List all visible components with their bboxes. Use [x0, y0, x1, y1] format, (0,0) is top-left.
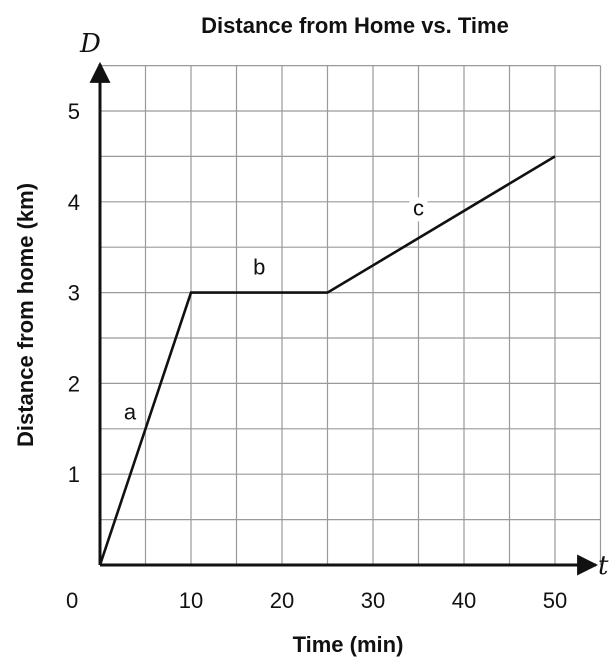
y-tick-label: 5	[68, 99, 80, 124]
origin-label: 0	[66, 588, 78, 613]
series	[98, 155, 556, 566]
y-tick-label: 3	[68, 281, 80, 306]
y-axis-variable: D	[79, 29, 101, 59]
segment-labels: a b c	[121, 195, 428, 426]
segment-label-a: a	[124, 400, 137, 425]
y-axis-label: Distance from home (km)	[13, 183, 38, 447]
segment-label-background	[121, 401, 140, 426]
series-line	[98, 155, 556, 566]
x-axis-label: Time (min)	[293, 632, 404, 657]
grid	[100, 64, 602, 565]
axes	[89, 61, 599, 576]
segment-label-background	[250, 256, 269, 281]
y-tick-label: 2	[68, 371, 80, 396]
x-tick-label: 10	[179, 588, 203, 613]
tick-labels: 10 20 30 40 50 1 2 3 4 5	[68, 99, 567, 613]
chart-title: Distance from Home vs. Time	[201, 13, 509, 38]
x-tick-label: 20	[270, 588, 294, 613]
x-tick-label: 30	[361, 588, 385, 613]
y-tick-label: 4	[68, 190, 80, 215]
x-tick-label: 40	[452, 588, 476, 613]
x-tick-label: 50	[543, 588, 567, 613]
segment-label-b: b	[253, 254, 265, 279]
segment-label-c: c	[413, 195, 424, 220]
segment-label-background	[409, 197, 428, 222]
y-tick-label: 1	[68, 462, 80, 487]
x-axis-variable: t	[598, 551, 609, 581]
